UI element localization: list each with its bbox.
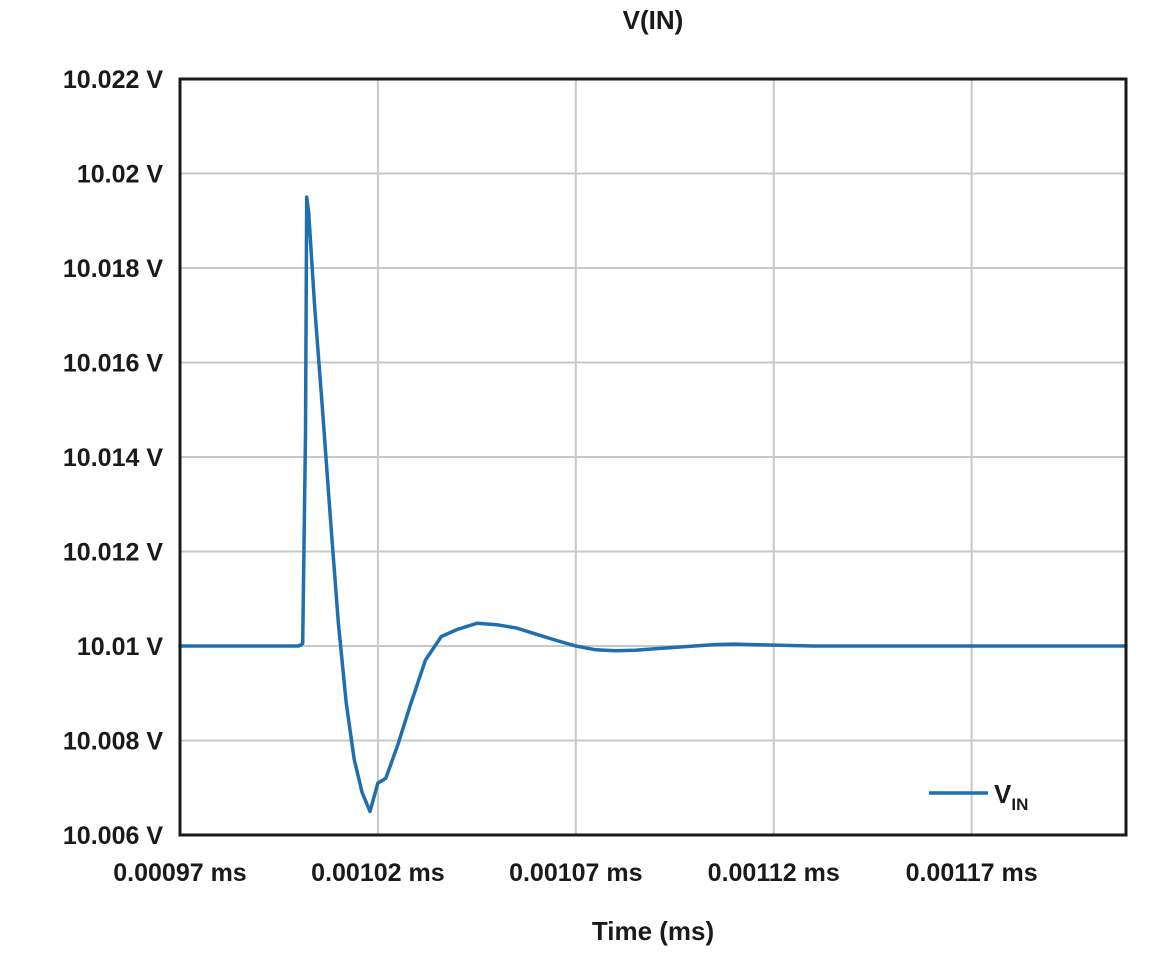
y-axis-ticks: 10.006 V 10.008 V 10.01 V 10.012 V 10.014 V 1…	[63, 66, 163, 850]
x-axis-title: Time (ms)	[592, 916, 714, 946]
legend-label-vin: VIN	[994, 779, 1028, 814]
y-tick-label: 10.012 V	[63, 539, 163, 567]
y-tick-label: 10.016 V	[63, 350, 163, 378]
y-tick-label: 10.02 V	[77, 161, 164, 189]
series-line-vin	[178, 195, 1128, 814]
x-tick-label: 0.00097 ms	[113, 859, 246, 887]
y-tick-label: 10.006 V	[63, 822, 163, 850]
x-tick-label: 0.00117 ms	[906, 859, 1038, 887]
x-tick-label: 0.00107 ms	[509, 859, 642, 887]
x-tick-label: 0.00112 ms	[708, 859, 840, 887]
y-tick-label: 10.022 V	[63, 66, 163, 94]
legend: VIN	[929, 779, 1028, 814]
chart-title: V(IN)	[623, 5, 684, 35]
plot-frame	[178, 77, 1128, 837]
y-tick-label: 10.014 V	[63, 444, 163, 472]
y-tick-label: 10.01 V	[77, 633, 164, 661]
y-tick-label: 10.008 V	[63, 728, 163, 756]
x-tick-label: 0.00102 ms	[311, 859, 444, 887]
y-tick-label: 10.018 V	[63, 255, 163, 283]
grid-lines	[180, 78, 1126, 836]
x-axis-ticks: 0.00097 ms 0.00102 ms 0.00107 ms 0.00112 ms…	[113, 859, 1037, 887]
